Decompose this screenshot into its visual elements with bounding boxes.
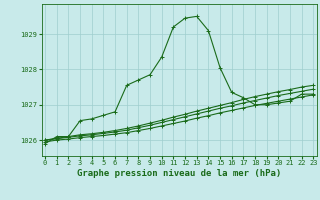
X-axis label: Graphe pression niveau de la mer (hPa): Graphe pression niveau de la mer (hPa)	[77, 169, 281, 178]
